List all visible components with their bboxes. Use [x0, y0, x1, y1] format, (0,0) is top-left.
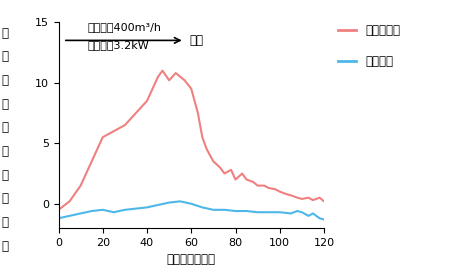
Text: 基: 基: [1, 74, 8, 87]
Text: 度: 度: [1, 145, 8, 158]
Text: 外: 外: [1, 27, 8, 40]
Text: 換気量＝400m³/h: 換気量＝400m³/h: [87, 22, 161, 32]
Text: 準: 準: [1, 98, 8, 111]
Text: 分: 分: [1, 216, 8, 229]
Text: 加熱: 加熱: [189, 34, 203, 47]
Text: ）: ）: [1, 240, 8, 252]
Text: 差: 差: [1, 169, 8, 182]
Text: （: （: [1, 192, 8, 205]
X-axis label: 経過時間（分）: 経過時間（分）: [167, 253, 216, 266]
Text: 気: 気: [1, 51, 8, 63]
Legend: 燃焼式幨房, 電化幨房: 燃焼式幨房, 電化幨房: [338, 24, 400, 68]
Text: 温: 温: [1, 121, 8, 134]
Text: 発熱量＝3.2kW: 発熱量＝3.2kW: [87, 40, 149, 50]
